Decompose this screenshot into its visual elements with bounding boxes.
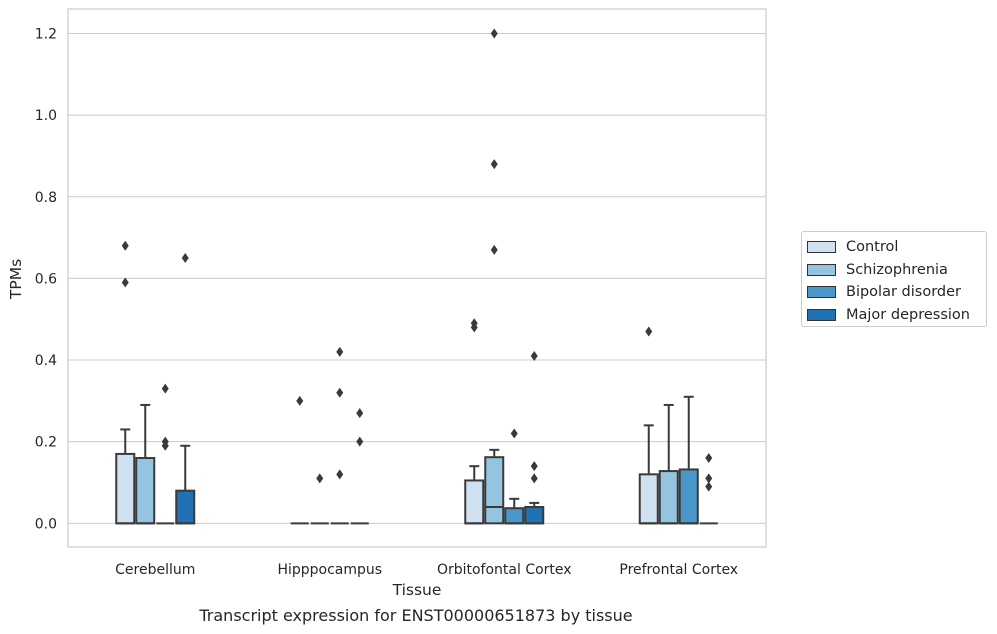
box-schizophrenia [658,470,679,525]
x-tick-labels: Cerebellum Hipppocampus Orbitofontal Corte… [115,562,738,578]
legend-swatch-schizophrenia [807,263,836,276]
outlier-point-major-depression [705,481,713,492]
legend-item-major-depression: Major depression [807,304,986,327]
outlier-point-major-depression [356,408,364,419]
outlier-point-control [121,240,129,251]
box-schizophrenia [135,457,156,525]
outlier-point-major-depression [705,453,713,464]
x-tick-label: Hipppocampus [277,562,382,578]
outlier-point-schizophrenia [490,159,498,170]
legend-item-bipolar-disorder: Bipolar disorder [807,281,986,304]
outlier-point-schizophrenia [490,244,498,255]
y-tick-label: 0.4 [35,353,57,369]
legend-item-schizophrenia: Schizophrenia [807,259,986,282]
y-tick-label: 1.0 [35,108,57,124]
legend-item-control: Control [807,236,986,259]
legend-swatch-major-depression [807,308,836,321]
y-tick-label: 1.2 [35,26,57,42]
y-tick-labels: 0.0 0.2 0.4 0.6 0.8 1.0 1.2 [35,26,57,532]
outlier-point-bipolar-disorder [161,440,169,451]
outlier-point-control [470,322,478,333]
outlier-point-bipolar-disorder [336,387,344,398]
x-tick-label: Prefrontal Cortex [619,562,738,578]
box-schizophrenia [484,456,505,525]
box-control [638,473,659,525]
x-axis-label: Tissue [392,581,442,599]
box-marks [115,28,718,525]
y-tick-label: 0.8 [35,190,57,206]
legend-label-bipolar-disorder: Bipolar disorder [846,284,961,301]
y-tick-label: 0.2 [35,435,57,451]
x-tick-label: Cerebellum [115,562,195,578]
outlier-point-control [296,395,304,406]
figure-caption: Transcript expression for ENST0000065187… [199,606,633,625]
plot-frame [67,8,767,548]
legend-swatch-bipolar-disorder [807,286,836,299]
box-bipolar-disorder [504,507,525,525]
legend-label-schizophrenia: Schizophrenia [846,261,948,278]
legend-label-control: Control [846,239,899,256]
outlier-point-bipolar-disorder [510,428,518,439]
outlier-point-schizophrenia [316,473,324,484]
legend-swatch-control [807,241,836,254]
outlier-point-control [645,326,653,337]
box-bipolar-disorder [678,468,699,525]
outlier-point-bipolar-disorder [336,346,344,357]
outlier-point-major-depression [181,252,189,263]
outlier-point-control [121,277,129,288]
outlier-point-major-depression [530,461,538,472]
outlier-point-schizophrenia [490,28,498,39]
outlier-point-major-depression [705,473,713,484]
outlier-point-major-depression [530,350,538,361]
outlier-point-major-depression [530,473,538,484]
box-control [115,452,136,525]
y-axis-label: TPMs [7,259,25,300]
box-control [464,479,485,525]
y-tick-label: 0.6 [35,271,57,287]
outlier-point-bipolar-disorder [336,469,344,480]
box-major-depression [175,489,196,525]
legend: Control Schizophrenia Bipolar disorder M… [801,231,987,327]
box-major-depression [524,505,545,525]
outlier-point-major-depression [356,436,364,447]
outlier-point-bipolar-disorder [161,383,169,394]
y-tick-label: 0.0 [35,516,57,532]
x-tick-label: Orbitofontal Cortex [437,562,572,578]
legend-label-major-depression: Major depression [846,306,970,323]
